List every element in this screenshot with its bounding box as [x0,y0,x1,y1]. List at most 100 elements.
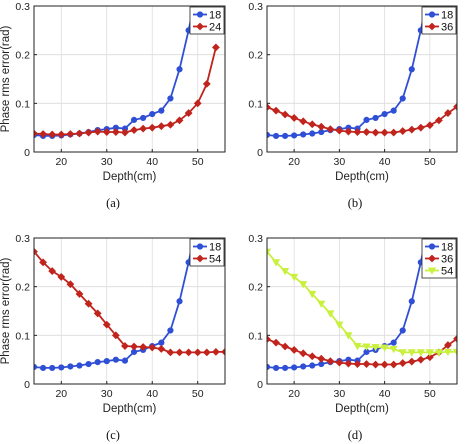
data-point-36 [335,358,344,367]
x-axis-label: Depth(cm) [103,403,157,415]
legend-label-36: 36 [441,22,453,34]
data-point-24 [148,123,157,132]
data-point-18 [390,107,397,114]
y-tick-label: 0 [24,379,30,391]
y-tick-label: 0.2 [15,282,30,294]
y-tick-label: 0.3 [15,233,30,245]
y-tick-label: 0.2 [248,50,263,62]
panel-caption: (b) [348,196,363,210]
data-point-18 [167,327,174,334]
data-point-54 [271,259,281,267]
x-axis-label: Depth(cm) [335,403,389,415]
legend-label-18: 18 [209,242,221,254]
legend-box [189,6,225,35]
data-point-54 [267,248,272,256]
axes-frame [266,237,458,385]
data-point-24 [175,116,184,125]
data-point-54 [335,321,344,329]
data-point-18 [427,216,432,221]
data-point-24 [57,130,66,139]
data-point-54 [326,310,335,318]
data-point-24 [93,127,102,136]
x-tick-label: 40 [379,388,391,400]
data-point-18 [167,95,174,102]
data-point-54 [299,281,308,289]
data-point-36 [380,360,389,369]
y-tick-label: 0 [24,147,30,159]
data-point-24 [111,128,120,136]
data-point-54 [184,348,193,357]
x-tick-label: 40 [146,156,158,168]
data-point-36 [416,123,425,132]
data-point-36 [317,122,326,131]
y-axis-label: Phase rms error(rad) [0,257,12,364]
legend-label-18: 18 [209,10,221,22]
y-axis-label: Phase rms error(rad) [0,25,12,132]
data-point-54 [425,349,434,357]
data-point-18 [291,364,298,371]
data-point-54 [157,345,166,353]
legend-label-24: 24 [209,22,221,34]
series-line-54 [267,251,457,354]
data-point-18 [309,362,316,369]
y-tick-label: 0.1 [248,330,263,342]
axes-frame [33,237,226,385]
legend-label-18: 18 [441,10,453,22]
data-point-54 [443,348,453,357]
data-point-54 [166,348,175,357]
data-point-18 [408,298,415,305]
data-point-36 [362,360,371,368]
legend-box [189,238,225,267]
data-point-54 [281,268,290,276]
data-point-36 [290,346,299,354]
data-point-54 [452,348,457,357]
data-point-54 [84,299,93,308]
data-point-36 [398,359,407,367]
axes-frame [33,5,226,153]
data-point-54 [398,349,407,357]
legend-marker-18 [428,243,436,250]
data-point-36 [407,357,416,366]
data-point-24 [157,122,166,131]
y-tick-label: 0.1 [248,98,263,110]
axes-frame [266,5,458,153]
data-point-18 [300,363,307,370]
data-point-18 [121,357,129,364]
data-point-36 [272,106,280,115]
data-point-36 [267,103,271,112]
y-tick-label: 0 [257,379,263,391]
data-point-36 [299,349,308,358]
data-point-54 [353,342,362,351]
series-layer [267,216,457,372]
data-point-18 [381,110,388,118]
data-point-54 [111,331,120,340]
x-tick-label: 50 [192,156,204,168]
data-point-36 [434,116,443,125]
data-point-54 [308,290,317,299]
x-tick-label: 50 [424,156,436,168]
series-layer [267,6,457,140]
data-point-18 [399,95,406,102]
data-point-54 [148,343,157,352]
data-point-24 [34,129,38,138]
data-point-18 [390,339,397,346]
data-point-18 [34,363,38,371]
data-point-18 [291,132,298,139]
data-point-18 [399,327,406,334]
panel-a: 20 30 40 50 0 0.1 0.2 0.3 Depth(cm) Phase rms err… [0,1,226,210]
y-tick-label: 0 [257,147,263,159]
data-point-36 [371,128,380,137]
y-tick-label: 0.2 [15,50,30,62]
data-point-18 [281,132,289,140]
data-point-18 [49,364,56,372]
data-point-54 [139,343,148,351]
data-point-36 [416,355,425,364]
data-point-54 [389,345,398,354]
x-tick-label: 30 [101,388,113,400]
data-point-54 [434,349,443,357]
data-point-54 [48,267,57,276]
data-point-24 [193,99,202,108]
